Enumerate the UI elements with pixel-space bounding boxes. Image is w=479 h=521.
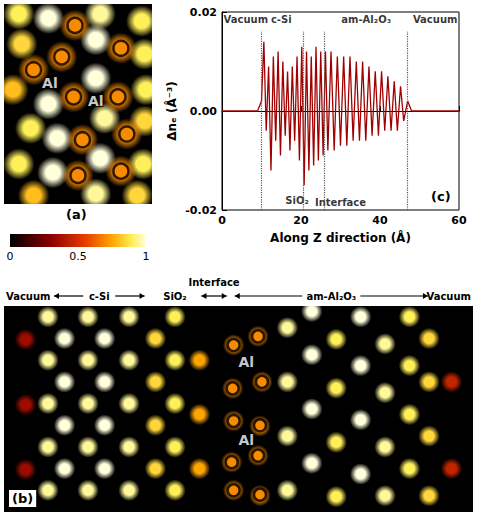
svg-text:0: 0 — [218, 214, 226, 227]
svg-text:0.02: 0.02 — [190, 6, 217, 19]
svg-text:0: 0 — [7, 250, 14, 263]
svg-text:60: 60 — [451, 214, 467, 227]
svg-text:c-Si: c-Si — [271, 14, 292, 25]
svg-text:(c): (c) — [431, 189, 451, 204]
svg-text:am-Al₂O₃: am-Al₂O₃ — [341, 14, 391, 25]
svg-text:Al: Al — [238, 432, 254, 448]
svg-text:20: 20 — [293, 214, 309, 227]
svg-text:c-Si: c-Si — [89, 291, 110, 302]
svg-text:SiO₂: SiO₂ — [285, 195, 309, 206]
svg-text:Al: Al — [42, 75, 58, 91]
svg-text:SiO₂: SiO₂ — [163, 291, 187, 302]
svg-text:1: 1 — [143, 250, 150, 263]
svg-text:Al: Al — [238, 354, 254, 370]
svg-text:Interface: Interface — [188, 277, 239, 288]
svg-text:-0.02: -0.02 — [185, 204, 217, 217]
svg-text:Vacuum: Vacuum — [6, 291, 51, 302]
svg-text:0.5: 0.5 — [69, 250, 87, 263]
svg-text:(a): (a) — [66, 207, 87, 222]
svg-text:Vacuum: Vacuum — [413, 14, 458, 25]
svg-text:Δnₑ (Å⁻³): Δnₑ (Å⁻³) — [164, 81, 179, 141]
svg-text:0.00: 0.00 — [190, 105, 217, 118]
svg-text:Vacuum: Vacuum — [426, 291, 471, 302]
svg-text:(b): (b) — [12, 491, 33, 506]
svg-text:am-Al₂O₃: am-Al₂O₃ — [306, 291, 356, 302]
svg-text:Vacuum: Vacuum — [224, 14, 269, 25]
svg-text:Interface: Interface — [315, 197, 366, 208]
svg-text:40: 40 — [372, 214, 388, 227]
svg-text:Along Z direction (Å): Along Z direction (Å) — [270, 230, 411, 245]
svg-text:Al: Al — [88, 93, 104, 109]
